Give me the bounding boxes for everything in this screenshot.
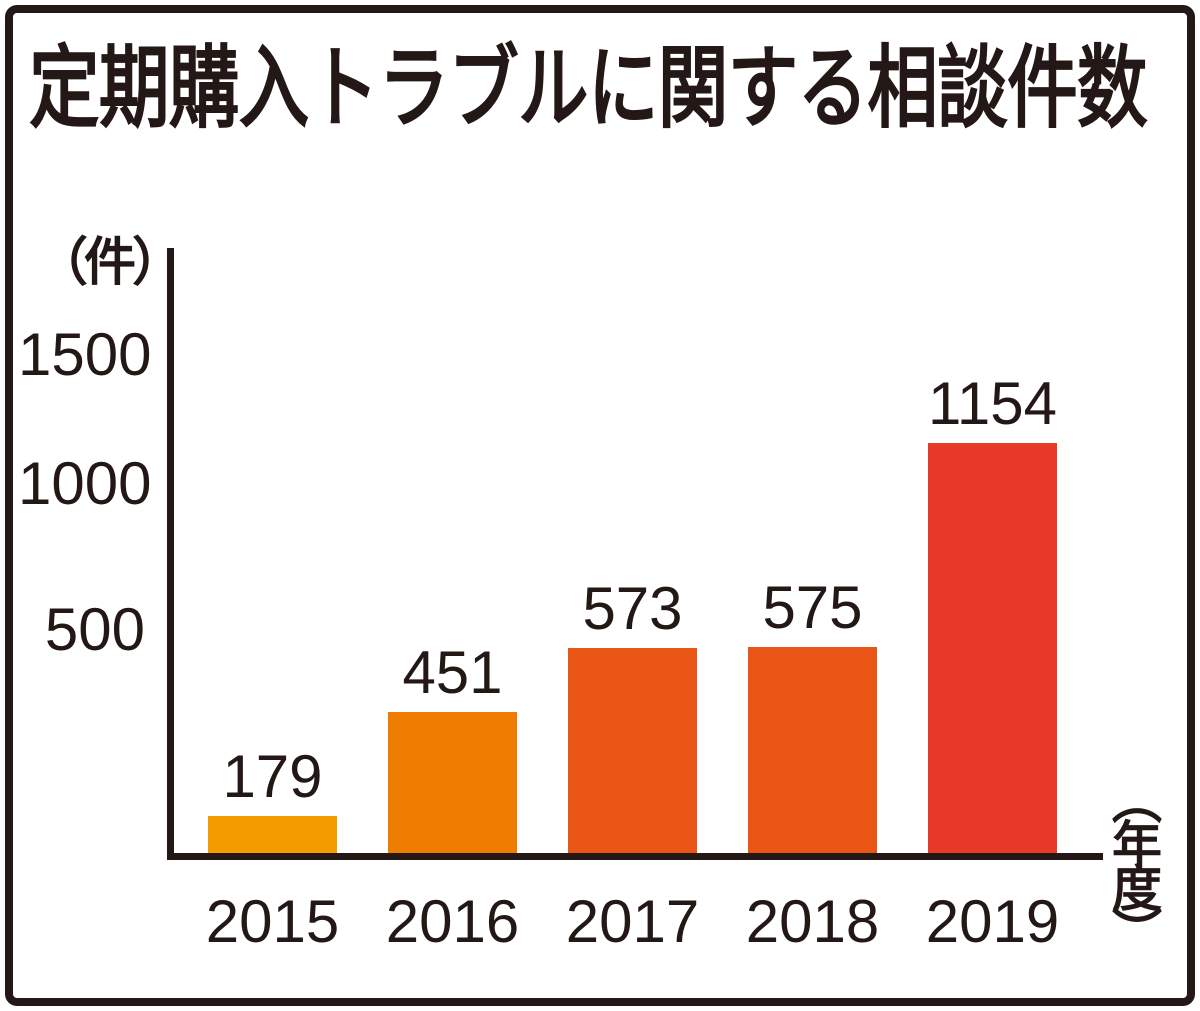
y-tick-label-1500: 1500 [18,321,152,388]
bar-value-label-2017: 573 [582,575,683,642]
y-axis-unit-label: （件） [36,234,184,292]
bar-value-label-2015: 179 [222,743,323,810]
x-tick-label-2017: 2017 [565,888,700,955]
y-tick-label-500: 500 [44,596,145,663]
bar-2015 [208,816,337,855]
y-axis-line [167,248,174,860]
bar-2018 [748,647,877,855]
bar-2016 [388,712,517,855]
x-tick-label-2016: 2016 [385,888,520,955]
x-tick-label-2015: 2015 [205,888,340,955]
x-axis-line [167,853,1103,860]
y-tick-label-1000: 1000 [18,450,152,517]
x-axis-unit-label: （年度） [1105,774,1161,950]
x-tick-label-2019: 2019 [925,888,1060,955]
x-tick-label-2018: 2018 [745,888,880,955]
bar-value-label-2016: 451 [402,639,503,706]
bar-value-label-2019: 1154 [927,370,1058,437]
bar-value-label-2018: 575 [762,574,863,641]
bar-2017 [568,648,697,855]
chart-title: 定期購入トラブルに関する相談件数 [29,39,1148,139]
bar-2019 [928,443,1057,855]
